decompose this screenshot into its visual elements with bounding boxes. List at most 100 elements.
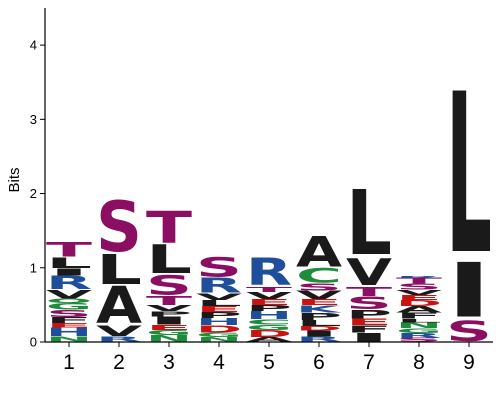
logo-letter-r: R	[196, 274, 242, 298]
logo-letter-g: G	[46, 302, 92, 312]
logo-letter-t: T	[396, 277, 442, 286]
y-axis-title: Bits	[6, 167, 23, 192]
logo-letter-g: G	[396, 328, 442, 335]
logo-columns: NHEFSGQVRILTRVALSNGEIPVTSLTNGDHPELVRSADG…	[46, 47, 492, 348]
logo-letter-r: R	[296, 336, 342, 344]
logo-letter-l: L	[196, 299, 242, 308]
logo-letter-l: L	[446, 47, 492, 304]
logo-letter-s: S	[46, 308, 92, 319]
x-tick-label: 7	[363, 351, 375, 374]
logo-letter-g: G	[196, 332, 242, 339]
logo-letter-s: S	[196, 252, 242, 283]
x-tick-label: 2	[113, 351, 125, 374]
logo-letter-s: S	[296, 281, 342, 292]
logo-letter-r: R	[246, 251, 292, 295]
logo-letter-h: H	[196, 316, 242, 327]
x-tick-label: 9	[463, 351, 475, 374]
x-tick-label: 4	[213, 351, 225, 374]
x-tick-label: 8	[413, 351, 425, 374]
logo-letter-e: E	[346, 317, 392, 327]
logo-letter-t: T	[346, 285, 392, 299]
logo-letter-i: I	[296, 329, 342, 338]
y-tick-label: 1	[30, 260, 37, 275]
logo-letter-i: I	[346, 331, 392, 344]
logo-letter-t: T	[146, 203, 192, 253]
x-tick-label: 6	[313, 351, 325, 374]
logo-letter-v: V	[246, 290, 292, 301]
logo-letter-i: I	[46, 267, 92, 278]
logo-letter-d: D	[296, 325, 342, 332]
logo-letter-l: L	[396, 318, 442, 324]
logo-letter-t: T	[146, 294, 192, 308]
logo-letter-n: N	[146, 334, 192, 344]
y-tick-label: 0	[30, 335, 37, 350]
x-tick-label: 1	[63, 351, 75, 374]
logo-letter-p: P	[346, 308, 392, 322]
logo-letter-r: R	[396, 332, 442, 340]
logo-letter-t: T	[46, 239, 92, 261]
y-tick-label: 4	[30, 38, 37, 53]
logo-letter-v: V	[346, 251, 392, 294]
logo-letter-l: L	[96, 245, 142, 293]
x-axis: 1 2 3 4 5 6 7 8 9	[45, 341, 493, 374]
logo-letter-t: T	[246, 286, 292, 294]
logo-letter-a: A	[396, 305, 442, 315]
logo-letter-h: H	[46, 326, 92, 339]
logo-letter-e: E	[46, 322, 92, 329]
logo-letter-r: R	[396, 275, 442, 278]
logo-letter-p: P	[246, 304, 292, 313]
logo-letter-i: I	[146, 315, 192, 327]
logo-letter-n: N	[396, 321, 442, 330]
logo-letter-d: D	[246, 328, 292, 339]
logo-letter-s: S	[346, 294, 392, 314]
logo-letter-d: D	[396, 299, 442, 308]
x-tick-label: 5	[263, 351, 275, 374]
logo-letter-i: I	[446, 248, 492, 335]
logo-letter-e: E	[246, 298, 292, 307]
logo-letter-p: P	[146, 310, 192, 318]
logo-letter-v: V	[146, 304, 192, 313]
logo-letter-s: S	[96, 186, 142, 267]
logo-letter-p: P	[196, 311, 242, 320]
logo-letter-f: F	[346, 324, 392, 335]
logo-letter-g: G	[246, 324, 292, 332]
logo-letter-s: S	[146, 270, 192, 301]
y-tick-label: 2	[30, 186, 37, 201]
logo-letter-v: V	[46, 288, 92, 301]
logo-letter-l: L	[46, 255, 92, 272]
logo-letter-s: S	[396, 283, 442, 292]
logo-letter-r: R	[96, 336, 142, 344]
logo-letter-k: K	[296, 304, 342, 315]
logo-letter-v: V	[196, 292, 242, 302]
logo-letter-q: Q	[46, 298, 92, 305]
logo-letter-a: A	[246, 336, 292, 343]
logo-letter-s: S	[396, 337, 442, 343]
logo-column-9: SIL	[446, 47, 492, 348]
logo-letter-e: E	[146, 324, 192, 332]
y-tick-label: 3	[30, 112, 37, 127]
logo-letter-f: F	[46, 316, 92, 325]
logo-letter-a: A	[96, 277, 142, 336]
logo-letter-d: D	[196, 324, 242, 335]
logo-letter-c: C	[296, 265, 342, 287]
y-axis: 0 1 2 3 4	[30, 8, 46, 350]
logo-letter-l: L	[346, 173, 392, 276]
logo-letter-v: V	[96, 323, 143, 340]
logo-letter-c: C	[246, 318, 292, 326]
logo-letter-r: R	[46, 273, 92, 294]
logo-letter-p: P	[296, 311, 342, 322]
logo-letter-e: E	[196, 305, 242, 314]
logo-letter-v: V	[296, 289, 342, 302]
logo-letter-g: G	[146, 329, 192, 337]
logo-letter-n: N	[196, 337, 242, 344]
logo-letter-e: E	[296, 298, 342, 307]
